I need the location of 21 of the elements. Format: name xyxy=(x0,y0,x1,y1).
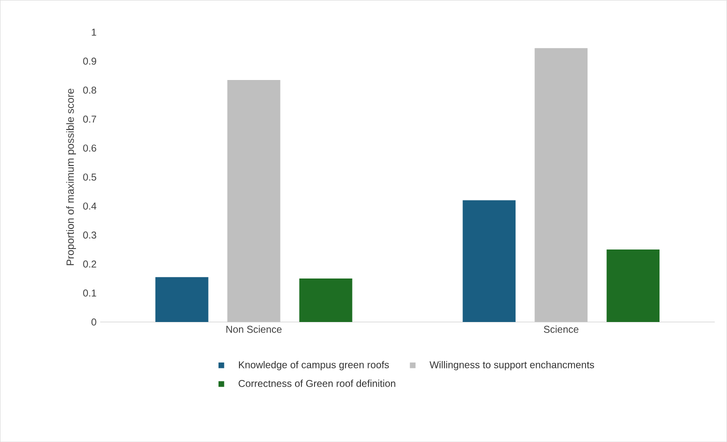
y-tick-label: 0.3 xyxy=(83,231,96,239)
y-tick-label: 0.9 xyxy=(83,58,96,65)
y-tick-label: 0.4 xyxy=(83,202,96,210)
legend-label: Willingness to support enchancments xyxy=(430,360,594,370)
y-tick-label: 0 xyxy=(91,318,96,326)
bar xyxy=(299,278,352,322)
y-tick-label: 0.6 xyxy=(83,144,96,152)
bar xyxy=(155,277,208,322)
x-tick-label: Science xyxy=(544,325,578,333)
legend-label: Correctness of Green roof definition xyxy=(238,380,396,387)
bar xyxy=(462,200,516,322)
y-tick-label: 0.8 xyxy=(83,86,96,94)
y-tick-label: 0.7 xyxy=(83,116,96,123)
y-tick-label: 0.5 xyxy=(83,174,96,181)
y-tick-label: 0.1 xyxy=(83,289,96,296)
y-tick-label: 1 xyxy=(92,28,96,36)
legend-label: Knowledge of campus green roofs xyxy=(238,360,389,370)
y-tick-label: 0.2 xyxy=(83,260,96,268)
y-axis-title: Proportion of maximum possible score xyxy=(66,88,76,266)
x-tick-label: Non Science xyxy=(226,325,282,333)
bar xyxy=(606,249,660,322)
